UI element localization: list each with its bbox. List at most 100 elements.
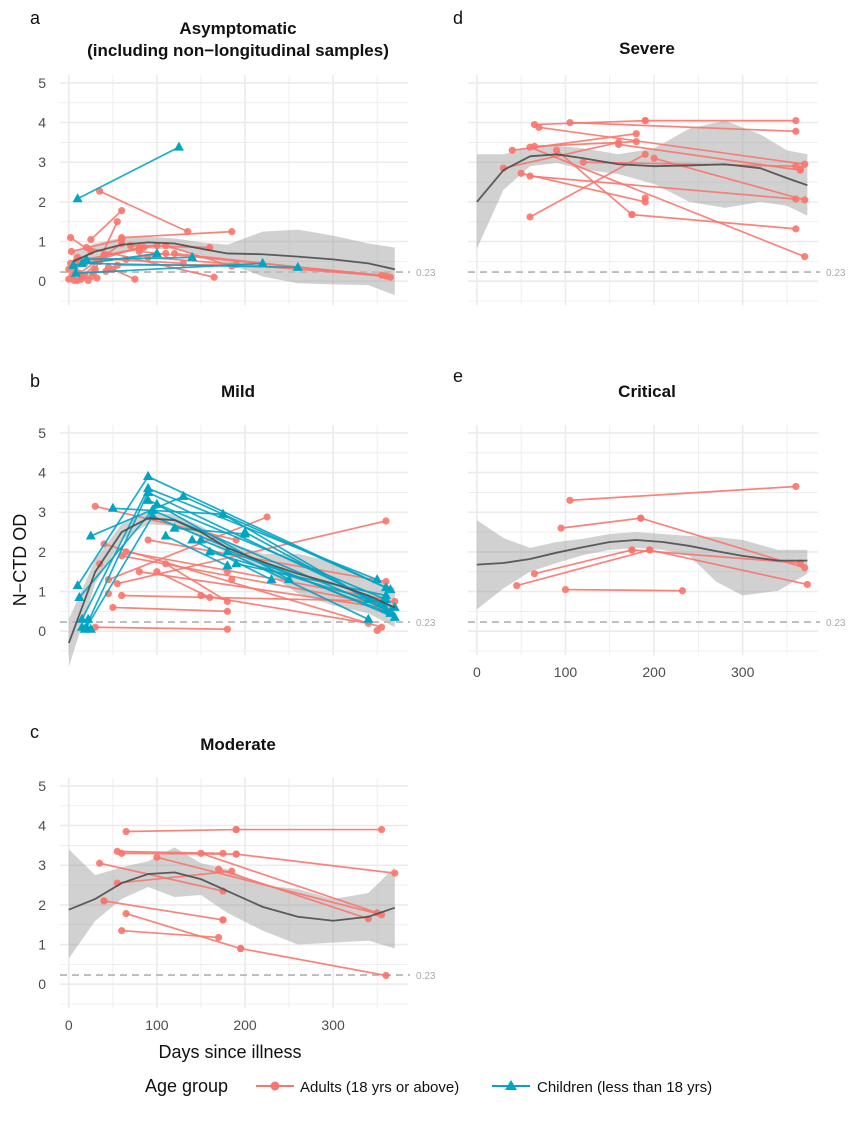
child-point <box>107 502 118 512</box>
adult-point <box>526 172 534 180</box>
child-point <box>240 526 251 536</box>
x-tick-label: 0 <box>473 664 481 680</box>
child-point <box>160 530 171 540</box>
threshold-label: 0.23 <box>416 971 436 982</box>
smooth-trend-line <box>476 539 808 566</box>
adult-point <box>386 273 394 281</box>
panel-letter: c <box>30 722 39 742</box>
adult-point <box>100 897 108 905</box>
adult-point <box>93 274 101 282</box>
adult-point <box>219 849 227 857</box>
child-point <box>257 257 268 267</box>
x-tick-label: 100 <box>145 1017 169 1033</box>
adult-trajectory <box>121 852 237 855</box>
child-point <box>380 603 391 613</box>
adult-point <box>87 235 95 244</box>
child-trajectory <box>236 562 387 597</box>
adult-point <box>579 158 587 166</box>
grid <box>60 778 408 1008</box>
child-point <box>385 607 396 617</box>
child-series <box>68 141 303 277</box>
child-point <box>77 621 88 631</box>
child-point <box>372 574 383 584</box>
child-point <box>143 486 154 496</box>
adult-trajectory <box>240 947 387 977</box>
adult-point <box>646 546 654 554</box>
adult-point <box>113 580 121 588</box>
adult-point <box>801 160 809 168</box>
child-trajectory <box>165 535 228 567</box>
adult-point <box>373 626 381 635</box>
x-tick-label: 300 <box>731 664 755 680</box>
confidence-band <box>476 520 808 610</box>
adult-point <box>566 118 574 127</box>
panel-title: Critical <box>618 382 676 401</box>
y-tick-label: 0 <box>38 273 46 289</box>
adult-point <box>223 625 231 633</box>
y-tick-label: 1 <box>38 234 46 250</box>
adult-point <box>382 578 390 586</box>
adult-point <box>382 971 390 980</box>
y-tick-label: 3 <box>38 857 46 873</box>
adult-point <box>801 253 809 261</box>
panel-b: 0.23 0 1 2 3 4 5 Mild b <box>30 371 436 667</box>
child-trajectory <box>174 527 246 535</box>
child-trajectory <box>147 487 378 581</box>
adult-trajectory <box>139 570 382 609</box>
adult-trajectory <box>200 852 378 914</box>
adult-point <box>517 169 525 177</box>
child-trajectory <box>227 551 369 621</box>
child-trajectory <box>156 503 290 581</box>
adult-point <box>197 849 205 857</box>
child-trajectory <box>77 146 180 200</box>
adult-point <box>566 496 574 504</box>
adult-point <box>513 582 521 590</box>
adult-point <box>100 251 108 260</box>
adult-trajectory <box>565 588 683 592</box>
y-tick-label: 2 <box>38 544 46 560</box>
adult-point <box>122 548 130 556</box>
y-tick-label: 2 <box>38 194 46 210</box>
adult-point <box>377 825 386 834</box>
panel-title: Mild <box>221 382 255 401</box>
adult-trajectory <box>560 517 641 529</box>
smooth-trend-line <box>72 241 395 271</box>
adult-point <box>792 225 800 233</box>
y-tick-label: 3 <box>38 504 46 520</box>
adult-point <box>170 249 179 258</box>
adult-point <box>118 849 126 857</box>
adult-point <box>391 597 399 606</box>
child-point <box>187 251 198 261</box>
child-point <box>143 494 154 504</box>
adult-point <box>153 853 161 861</box>
adult-point <box>135 247 143 256</box>
adult-point <box>144 536 152 544</box>
child-point <box>81 253 92 263</box>
adult-point <box>641 194 649 202</box>
child-trajectory <box>75 262 263 275</box>
adult-point <box>206 593 214 602</box>
adult-point <box>118 233 126 242</box>
child-point <box>266 574 277 584</box>
adult-point <box>678 587 687 595</box>
child-series <box>72 471 400 633</box>
child-point <box>147 504 158 514</box>
adult-series <box>96 825 399 980</box>
adult-point <box>792 482 800 491</box>
panel-title: (including non−longitudinal samples) <box>87 41 389 60</box>
adult-point <box>113 218 121 226</box>
adult-trajectory <box>90 210 123 241</box>
adult-point <box>632 130 640 138</box>
adult-point <box>228 228 236 236</box>
adult-point <box>561 585 570 594</box>
child-trajectory <box>85 515 154 628</box>
adult-point <box>228 576 236 584</box>
adult-point <box>91 502 99 510</box>
child-point <box>231 558 242 568</box>
child-point <box>173 141 184 151</box>
adult-point <box>131 275 139 283</box>
adult-trajectory <box>126 828 237 833</box>
panel-letter: e <box>453 366 463 386</box>
legend-adults-label: Adults (18 yrs or above) <box>300 1079 459 1096</box>
adult-trajectory <box>529 175 796 200</box>
